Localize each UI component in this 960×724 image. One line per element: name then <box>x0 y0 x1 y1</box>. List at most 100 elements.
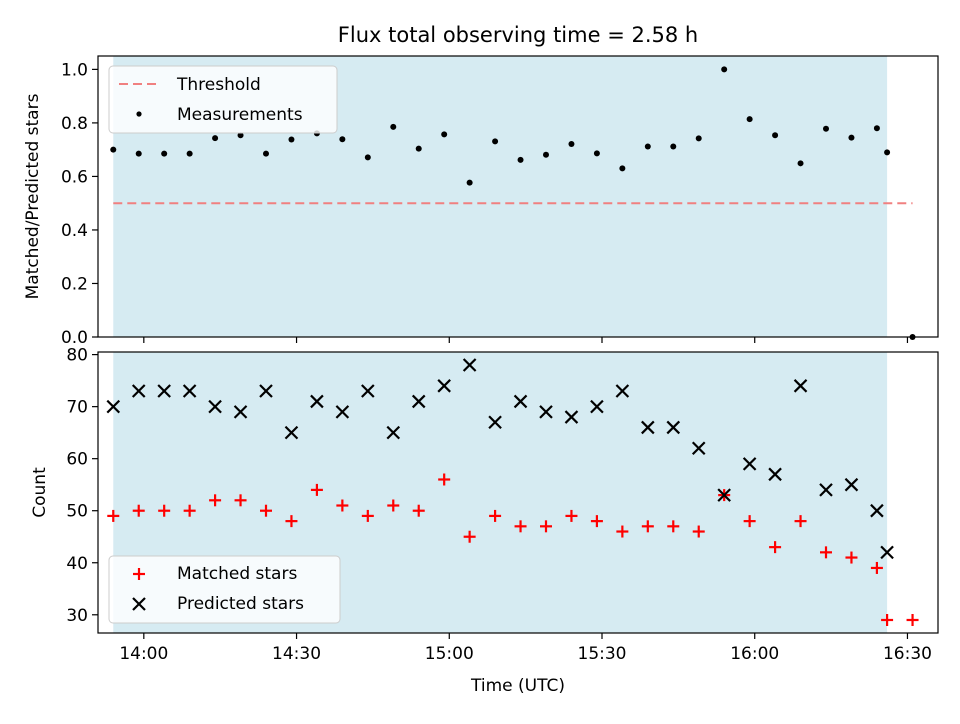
x-axis-label: Time (UTC) <box>470 676 565 696</box>
bottom-panel: 30 40 50 60 70 80 14:00 14:30 15:00 15:30 16:00 16… <box>30 346 939 696</box>
bottom-y-tick-label: 50 <box>66 502 88 522</box>
bottom-y-tick-label: 70 <box>66 398 88 418</box>
measurement-point <box>695 135 702 142</box>
predicted-star-point <box>691 441 706 456</box>
predicted-star-point <box>386 425 401 440</box>
matched-star-point <box>667 520 680 533</box>
bottom-x-axis-ticks: 14:00 14:30 15:00 15:30 16:00 16:30 <box>119 633 932 664</box>
matched-star-point <box>820 546 832 559</box>
measurements-series <box>110 66 916 340</box>
top-x-axis-ticks <box>143 337 909 343</box>
measurement-point <box>721 66 728 73</box>
matched-star-point <box>260 504 272 517</box>
predicted-star-point <box>742 457 757 471</box>
matched-star-point <box>438 473 451 486</box>
matched-star-point <box>336 499 349 512</box>
measurement-point <box>135 150 142 157</box>
measurement-point <box>364 154 371 161</box>
measurement-point <box>466 179 473 186</box>
matched-star-point <box>209 494 222 507</box>
bottom-legend: Matched stars Predicted stars <box>108 555 341 624</box>
x-tick-label: 16:30 <box>883 644 932 664</box>
bottom-y-tick-label: 30 <box>66 606 88 626</box>
top-y-axis-ticks: 0.0 0.2 0.4 0.6 0.8 1.0 <box>61 60 98 348</box>
measurement-point <box>543 151 549 158</box>
top-y-tick-label: 0.0 <box>61 328 88 348</box>
predicted-star-point <box>793 379 808 393</box>
measurement-point <box>772 132 779 139</box>
bottom-y-tick-label: 80 <box>66 346 88 366</box>
top-y-axis-label: Matched/Predicted stars <box>23 93 43 299</box>
predicted-star-point <box>233 405 248 419</box>
predicted-star-point <box>208 399 222 414</box>
measurement-point <box>644 143 651 150</box>
matched-star-point <box>310 483 323 496</box>
predicted-star-point <box>182 384 197 398</box>
matched-star-point <box>285 515 298 528</box>
predicted-star-point <box>819 483 833 497</box>
predicted-star-point <box>870 503 884 518</box>
x-tick-label: 15:30 <box>578 644 627 664</box>
measurement-point <box>619 165 626 172</box>
matched-star-point <box>870 561 883 574</box>
top-y-tick-label: 0.6 <box>61 167 88 187</box>
predicted-star-point <box>590 399 604 414</box>
matched-star-point <box>132 504 145 517</box>
matched-star-point <box>743 515 756 528</box>
legend-matched-label: Matched stars <box>177 564 297 584</box>
matched-star-point <box>158 504 171 517</box>
predicted-star-point <box>335 405 350 419</box>
predicted-star-point <box>488 415 502 430</box>
measurement-point <box>263 150 269 157</box>
matched-stars-series <box>107 473 919 626</box>
matched-star-point <box>565 509 578 522</box>
predicted-star-point <box>259 384 273 398</box>
measurement-point <box>884 149 891 156</box>
measurement-point <box>186 150 193 157</box>
measurement-point <box>288 136 295 143</box>
matched-star-point <box>769 541 782 554</box>
measurement-point <box>339 136 346 143</box>
measurement-point <box>517 156 524 163</box>
predicted-star-point <box>564 410 579 424</box>
predicted-star-point <box>513 394 528 409</box>
predicted-star-point <box>462 358 477 372</box>
predicted-star-point <box>768 467 782 482</box>
top-y-tick-label: 0.8 <box>61 114 88 134</box>
measurement-point <box>568 141 575 148</box>
chart-title: Flux total observing time = 2.58 h <box>338 23 698 47</box>
predicted-stars-series <box>106 358 894 560</box>
top-legend-box <box>108 65 338 134</box>
bottom-plot-frame <box>97 351 939 634</box>
top-y-tick-label: 1.0 <box>61 60 88 80</box>
measurement-point <box>593 150 600 157</box>
legend-measurements-label: Measurements <box>177 105 303 125</box>
bottom-y-tick-label: 40 <box>66 554 88 574</box>
predicted-star-point <box>437 379 451 393</box>
predicted-star-point <box>411 394 426 409</box>
matched-star-point <box>463 530 476 543</box>
matched-star-point <box>489 509 502 522</box>
legend-threshold-label: Threshold <box>176 75 261 95</box>
measurement-point <box>492 138 499 145</box>
matched-star-point <box>514 520 527 533</box>
predicted-star-point <box>106 399 121 414</box>
measurement-point <box>797 160 804 167</box>
predicted-star-point <box>310 394 324 409</box>
matched-star-point <box>881 613 894 626</box>
predicted-star-point <box>666 420 681 435</box>
top-panel: 0.0 0.2 0.4 0.6 0.8 1.0 Matched/Predicted sta… <box>23 55 939 348</box>
measurement-point <box>441 131 448 138</box>
matched-star-point <box>107 509 120 522</box>
matched-star-point <box>387 499 400 512</box>
x-tick-label: 16:00 <box>730 644 779 664</box>
bottom-y-axis-label: Count <box>30 467 50 518</box>
measurement-point <box>670 143 677 150</box>
matched-star-point <box>540 520 552 533</box>
top-y-tick-label: 0.2 <box>61 274 88 294</box>
predicted-star-point <box>361 384 375 398</box>
measurement-point <box>848 134 855 141</box>
legend-matched-swatch <box>133 568 145 580</box>
predicted-star-point <box>641 420 655 435</box>
